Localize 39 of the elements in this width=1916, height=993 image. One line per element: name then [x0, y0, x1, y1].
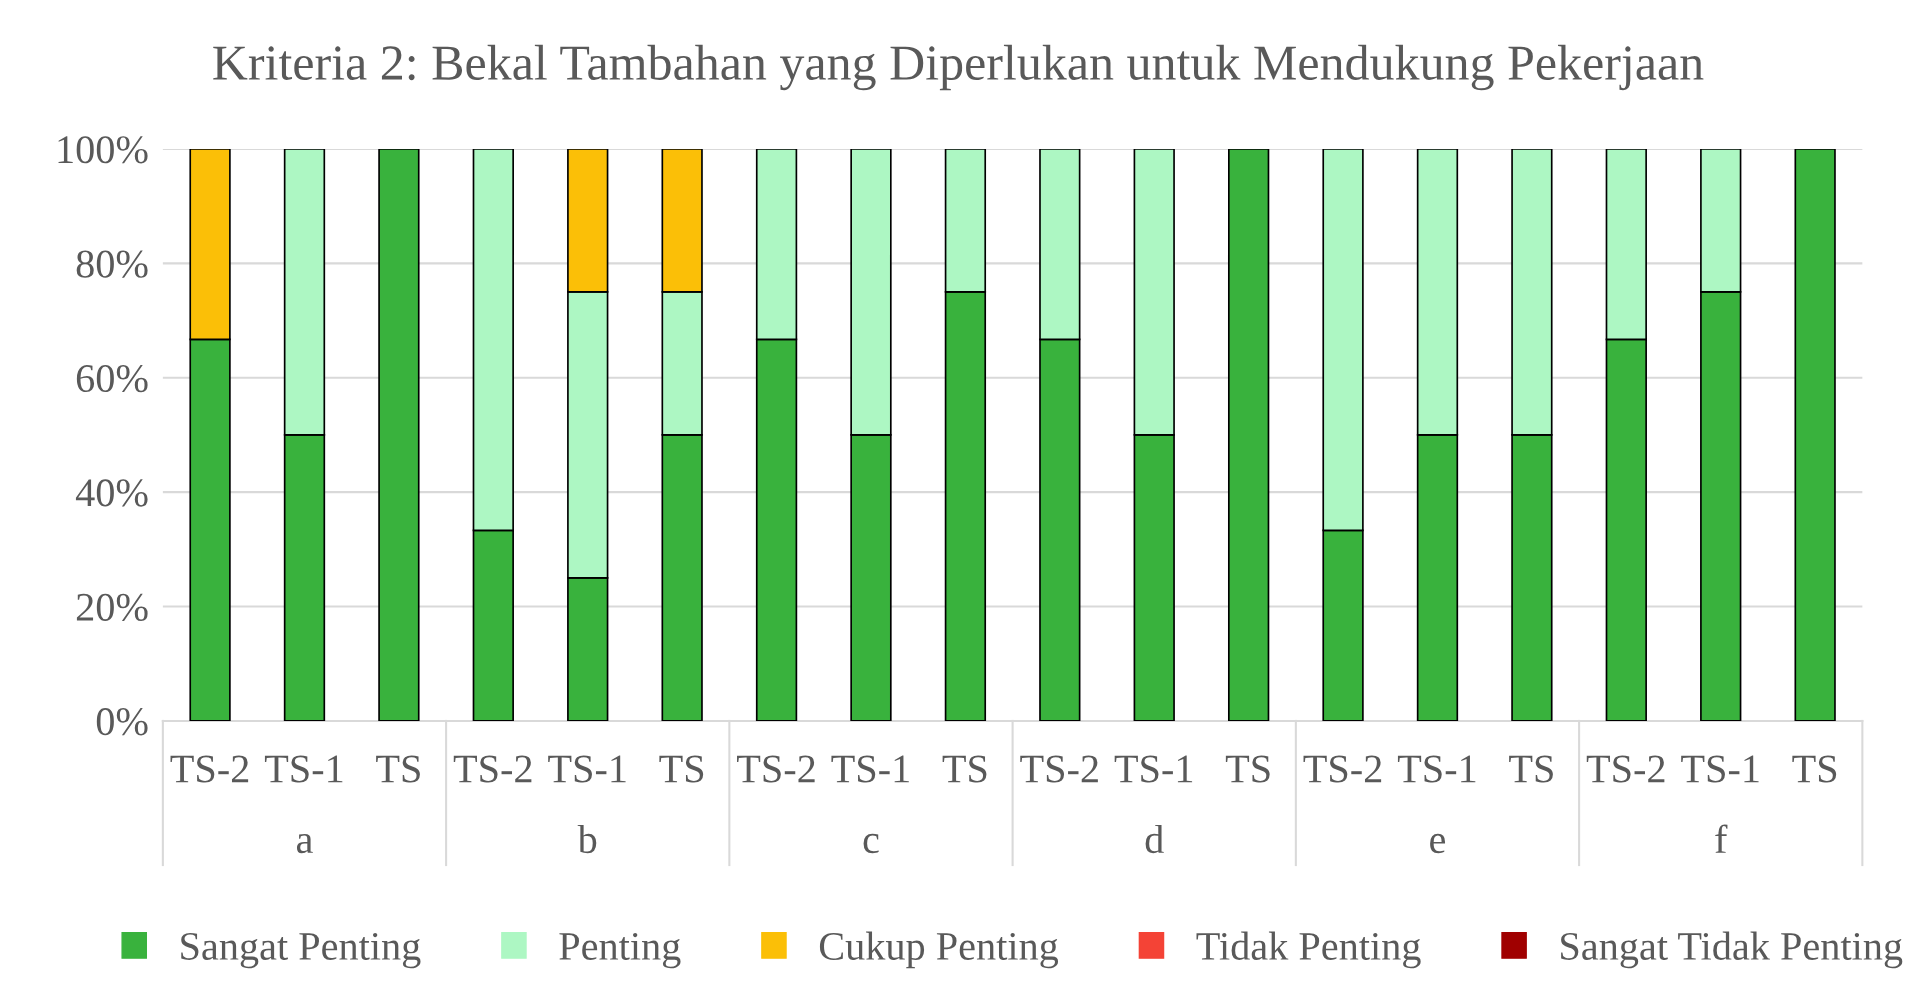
bar [1227, 148, 1270, 721]
x-tick-label: TS-1 [548, 755, 626, 783]
x-tick-label: TS [376, 755, 420, 783]
text: e [1430, 833, 1446, 854]
x-tick-label: TS [1509, 755, 1553, 783]
x-tick-label: TS-2 [453, 755, 532, 783]
x-tick-label: TS-1 [1681, 755, 1759, 783]
x-tick-label: TS-1 [1397, 755, 1476, 783]
x-tick-label: TS-1 [264, 755, 343, 783]
bar [378, 148, 420, 721]
y-tick-label: 60% [76, 364, 148, 393]
x-tick-label: TS [1225, 755, 1270, 783]
legend-label: Penting [559, 932, 681, 969]
legend-label: Cukup Penting [819, 931, 1059, 969]
x-tick-label: TS [1792, 755, 1837, 783]
text: c [863, 833, 879, 854]
x-tick-label: TS-2 [170, 755, 249, 783]
y-tick-label: 0% [96, 708, 148, 736]
x-tick-label: TS-2 [1586, 755, 1665, 783]
y-tick-label: 80% [76, 250, 148, 278]
legend-label: Sangat Penting [181, 932, 421, 969]
y-tick-label: 100% [58, 136, 148, 164]
x-tick-label: TS [659, 755, 704, 783]
text: b [577, 824, 597, 854]
x-tick-label: TS-2 [1303, 755, 1382, 783]
x-tick-label: TS-2 [737, 755, 815, 783]
x-tick-label: TS-1 [1114, 755, 1193, 783]
y-tick-label: 20% [76, 593, 148, 622]
chart-title: Kriteria 2: Bekal Tambahan yang Diperlukan untuk Mendukung Pekerjaan [213, 44, 1704, 91]
text: a [296, 833, 313, 854]
x-tick-label: TS-1 [831, 755, 909, 783]
y-tick-label: 40% [75, 479, 148, 507]
x-tick-label: TS [942, 755, 987, 783]
text: f [1715, 824, 1728, 853]
legend-label: Tidak Penting [1196, 931, 1421, 969]
bar [1794, 148, 1836, 721]
x-tick-label: TS-2 [1020, 755, 1098, 783]
text: d [1145, 824, 1164, 854]
legend-label: Sangat Tidak Penting [1561, 931, 1903, 969]
